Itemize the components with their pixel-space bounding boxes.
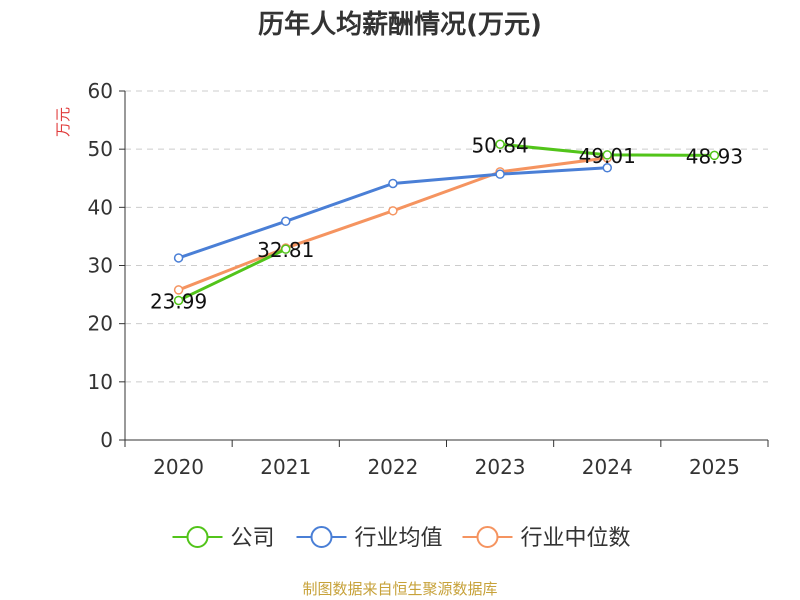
legend-item-1[interactable]: 公司 — [172, 526, 275, 551]
data-point[interactable] — [602, 150, 612, 160]
data-label: 50.84 — [471, 133, 528, 157]
y-tick-label: 40 — [88, 195, 113, 219]
x-tick-label: 2025 — [689, 455, 740, 479]
data-label: 49.01 — [579, 144, 636, 168]
y-tick-label: 30 — [88, 254, 113, 278]
chart-plot: 万元 0 10 20 30 40 50 60 2020 2021 2022 2023 2024 2025… — [54, 79, 769, 551]
series-2 — [173, 163, 612, 263]
y-axis-label: 万元 — [54, 107, 72, 137]
legend-label: 公司 — [231, 526, 275, 551]
x-tick-label: 2020 — [153, 455, 204, 479]
data-label: 48.93 — [686, 144, 743, 168]
y-tick-label: 10 — [88, 370, 113, 394]
x-tick-label: 2024 — [582, 455, 633, 479]
data-point[interactable] — [388, 178, 398, 189]
series-line — [177, 247, 287, 302]
x-tick-label: 2023 — [475, 455, 526, 479]
data-point[interactable] — [495, 139, 505, 150]
data-point[interactable] — [173, 285, 184, 295]
legend-marker-icon — [476, 526, 499, 548]
y-tick-label: 20 — [88, 312, 113, 336]
data-label: 23.99 — [150, 289, 207, 313]
legend-item-3[interactable]: 行业中位数 — [462, 526, 631, 551]
legend-marker-icon — [186, 526, 209, 548]
legend-item-2[interactable]: 行业均值 — [296, 526, 443, 551]
y-tick-label: 60 — [88, 79, 113, 103]
data-point[interactable] — [709, 150, 720, 161]
y-tick-label: 0 — [100, 428, 113, 452]
legend-label: 行业均值 — [355, 526, 443, 551]
data-point[interactable] — [388, 206, 398, 216]
data-point[interactable] — [173, 253, 184, 263]
data-point[interactable] — [602, 163, 612, 173]
data-point[interactable] — [281, 216, 291, 227]
data-point[interactable] — [281, 244, 291, 254]
data-point[interactable] — [495, 169, 505, 179]
x-tick-label: 2022 — [367, 455, 418, 479]
y-tick-label: 50 — [88, 137, 113, 161]
source-note: 制图数据来自恒生聚源数据库 — [302, 580, 498, 598]
series-3 — [173, 153, 612, 295]
x-tick-label: 2021 — [260, 455, 311, 479]
chart-title: 历年人均薪酬情况(万元) — [258, 10, 542, 40]
series-1 — [173, 139, 720, 306]
legend-marker-icon — [310, 526, 333, 548]
data-label: 32.81 — [257, 238, 314, 262]
data-point[interactable] — [173, 295, 184, 306]
legend-label: 行业中位数 — [521, 526, 631, 551]
